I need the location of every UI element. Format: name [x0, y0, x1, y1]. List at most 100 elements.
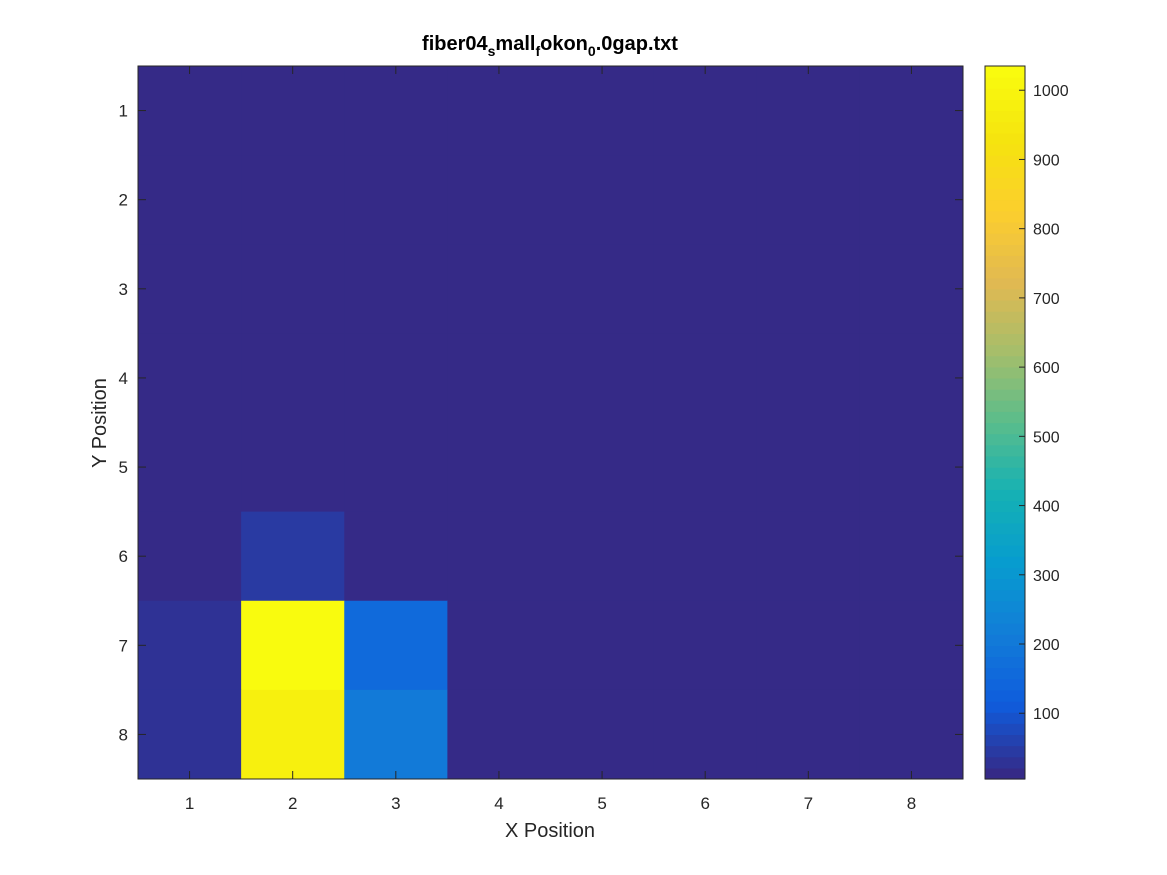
y-tick-label: 4: [119, 369, 128, 388]
heatmap-cell: [138, 155, 242, 245]
heatmap-cell: [859, 333, 964, 424]
heatmap-cell: [447, 155, 552, 245]
colorbar-tick-label: 700: [1033, 291, 1060, 308]
x-tick-label: 3: [391, 794, 400, 813]
colorbar-level: [985, 545, 1025, 557]
colorbar-level: [985, 110, 1025, 123]
heatmap-cell: [756, 511, 861, 602]
y-axis-label: Y Position: [89, 378, 111, 468]
colorbar-tick-label: 600: [1033, 360, 1060, 377]
heatmap-cell: [138, 66, 242, 156]
heatmap-cell: [138, 333, 242, 424]
heatmap-cell: [550, 155, 655, 245]
colorbar-level: [985, 400, 1025, 412]
x-tick-label: 5: [597, 794, 606, 813]
heatmap-cell: [756, 66, 861, 156]
colorbar-level: [985, 522, 1025, 535]
colorbar-border: [984, 65, 1026, 780]
plot-area-border: [137, 65, 964, 780]
heatmap-cell: [653, 689, 758, 780]
colorbar-level: [985, 199, 1025, 212]
colorbar-tick-label: 100: [1033, 706, 1060, 723]
colorbar-level: [985, 712, 1025, 724]
heatmap-cell: [344, 689, 448, 780]
colorbar-level: [985, 311, 1025, 323]
colorbar-level: [985, 734, 1025, 747]
heatmap-cell: [447, 511, 552, 602]
y-tick-label: 5: [119, 458, 128, 477]
heatmap-cell: [550, 333, 655, 424]
colorbar-tick-label: 1000: [1033, 83, 1069, 100]
colorbar-level: [985, 299, 1025, 312]
colorbar-level: [985, 244, 1025, 256]
colorbar-level: [985, 155, 1025, 167]
colorbar-level: [985, 667, 1025, 680]
colorbar-level: [985, 366, 1025, 379]
heatmap-cell: [653, 333, 758, 424]
heatmap-cell: [859, 689, 964, 780]
heatmap-cell: [344, 333, 448, 424]
colorbar-level: [985, 433, 1025, 446]
colorbar-tick-label: 400: [1033, 499, 1060, 516]
chart-title: fiber04smallfokon0.0gap.txt: [422, 33, 678, 59]
colorbar-level: [985, 689, 1025, 702]
colorbar-level: [985, 756, 1025, 769]
colorbar-level: [985, 455, 1025, 468]
y-tick-label: 6: [119, 547, 128, 566]
colorbar-level: [985, 611, 1025, 624]
colorbar-level: [985, 322, 1025, 334]
colorbar-level: [985, 533, 1025, 546]
heatmap-cell: [447, 66, 552, 156]
colorbar-level: [985, 177, 1025, 190]
colorbar-level: [985, 444, 1025, 457]
heatmap-cell: [756, 244, 861, 334]
heatmap-cell: [550, 600, 655, 691]
colorbar-level: [985, 500, 1025, 513]
heatmap-cell: [859, 244, 964, 334]
colorbar-level: [985, 422, 1025, 435]
colorbar-level: [985, 288, 1025, 301]
colorbar-level: [985, 489, 1025, 502]
colorbar-level: [985, 556, 1025, 568]
colorbar-level: [985, 411, 1025, 424]
colorbar-level: [985, 578, 1025, 591]
y-tick-label: 3: [119, 280, 128, 299]
x-axis-label: X Position: [505, 820, 595, 842]
heatmap-cell: [344, 66, 448, 156]
heatmap-cell: [241, 422, 345, 513]
heatmap-cell: [241, 244, 345, 334]
heatmap-cell: [344, 155, 448, 245]
colorbar-level: [985, 589, 1025, 602]
heatmap-cell: [756, 600, 861, 691]
heatmap-cell: [859, 600, 964, 691]
colorbar-level: [985, 221, 1025, 234]
x-axis-ticks: 1 2 3 4 5 6 7 8: [185, 66, 916, 813]
colorbar-level: [985, 478, 1025, 490]
heatmap-cell: [653, 66, 758, 156]
colorbar-level: [985, 678, 1025, 691]
heatmap-cell: [241, 511, 345, 602]
heatmap-cell: [344, 600, 448, 691]
heatmap-cell: [241, 600, 345, 691]
colorbar-level: [985, 132, 1025, 145]
colorbar-level: [985, 600, 1025, 613]
colorbar-level: [985, 389, 1025, 401]
heatmap-cell: [653, 155, 758, 245]
colorbar-level: [985, 66, 1025, 78]
colorbar-level: [985, 511, 1025, 524]
heatmap-cell: [550, 244, 655, 334]
x-tick-label: 1: [185, 794, 194, 813]
colorbar-level: [985, 767, 1025, 780]
colorbar-level: [985, 277, 1025, 290]
heatmap-cell: [653, 244, 758, 334]
heatmap-cell: [138, 422, 242, 513]
heatmap-cell: [653, 422, 758, 513]
heatmap-cell: [550, 511, 655, 602]
heatmap-cell: [756, 333, 861, 424]
colorbar-level: [985, 656, 1025, 669]
colorbar-level: [985, 355, 1025, 368]
x-tick-label: 7: [804, 794, 813, 813]
colorbar-level: [985, 210, 1025, 223]
heatmap-cell: [241, 66, 345, 156]
